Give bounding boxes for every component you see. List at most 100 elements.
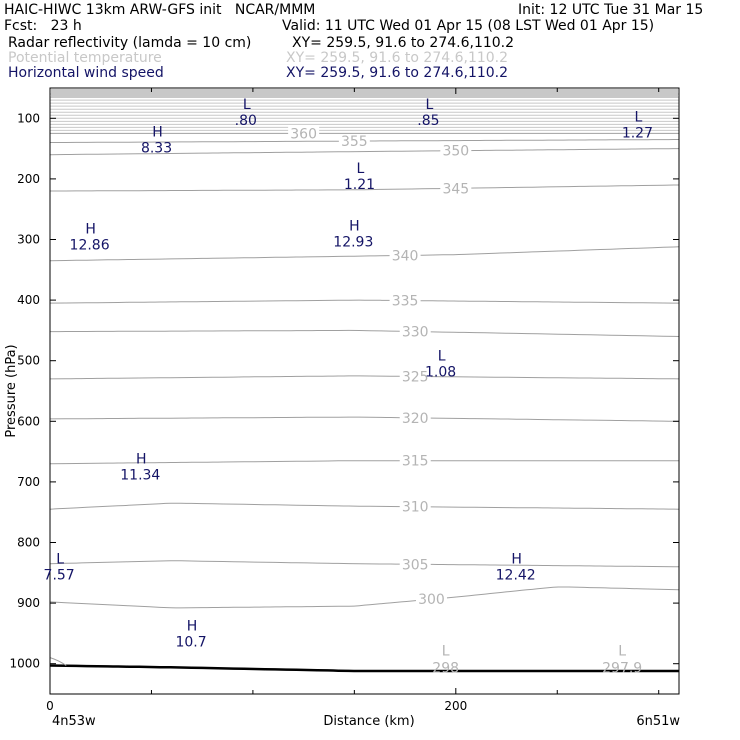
theta-extremum-value: 298 xyxy=(432,661,459,677)
header-fcst: Fcst: 23 h xyxy=(4,18,82,34)
extremum-marker: H xyxy=(152,124,163,140)
field-reflectivity-xy: XY= 259.5, 91.6 to 274.6,110.2 xyxy=(292,35,515,51)
theta-label-mask xyxy=(338,134,370,149)
y-tick-label: 900 xyxy=(17,596,40,610)
theta-contour-line xyxy=(49,246,680,262)
theta-contour-line xyxy=(49,329,680,337)
theta-contour-label: 330 xyxy=(402,325,429,341)
theta-label-mask xyxy=(399,410,431,425)
theta-contour-line xyxy=(49,502,680,510)
start-location-label: 4n53w xyxy=(52,714,96,729)
y-tick-label: 600 xyxy=(17,414,40,428)
field-reflectivity-name: Radar reflectivity (lamda = 10 cm) xyxy=(8,35,252,51)
ground-surface xyxy=(49,657,679,673)
y-tick-label: 800 xyxy=(17,536,40,550)
theta-contour-line xyxy=(49,375,680,380)
y-tick-label: 300 xyxy=(17,233,40,247)
theta-contour-label: 310 xyxy=(402,500,429,516)
field-theta-name: Potential temperature xyxy=(8,50,162,66)
theta-contour-line xyxy=(49,460,679,465)
theta-extremum-marker: L xyxy=(618,644,626,660)
theta-label-mask xyxy=(440,181,472,196)
extremum-value: 10.7 xyxy=(175,634,206,650)
theta-contour-label: 335 xyxy=(392,294,419,310)
plot-frame xyxy=(49,87,680,695)
x-axis: 0 200 xyxy=(46,88,660,713)
header-init: Init: 12 UTC Tue 31 Mar 15 xyxy=(518,2,704,18)
theta-contour-label: 320 xyxy=(402,411,429,427)
theta-contour-line xyxy=(49,416,680,422)
theta-label-mask xyxy=(399,453,431,468)
end-location-label: 6n51w xyxy=(636,714,680,729)
ground-line xyxy=(49,664,679,673)
extremum-value: .85 xyxy=(417,113,439,129)
theta-label-mask xyxy=(399,499,431,514)
extremum-marker: L xyxy=(426,97,434,113)
extremum-value: 12.86 xyxy=(70,237,110,253)
extremum-value: 12.42 xyxy=(496,568,536,584)
y-axis-title: Pressure (hPa) xyxy=(4,344,19,437)
wind-extrema: L.80L.85 L1.27H8.33L1.21H12.86H12.93L1.08… xyxy=(44,97,653,650)
y-tick-label: 100 xyxy=(17,111,40,125)
theta-label-mask xyxy=(288,126,320,141)
y-axis: 100 200 300 400 500 600 700 800 900 1000 xyxy=(9,111,679,671)
extremum-value: 1.27 xyxy=(622,125,653,141)
theta-contour-label: 315 xyxy=(402,454,429,470)
theta-label-mask xyxy=(399,557,431,572)
extremum-marker: L xyxy=(56,552,64,568)
extremum-value: 12.93 xyxy=(333,234,373,250)
upper-theta-lines xyxy=(50,93,679,131)
extremum-marker: L xyxy=(357,161,365,177)
theta-contour-label: 345 xyxy=(442,181,469,197)
header-valid: Valid: 11 UTC Wed 01 Apr 15 (08 LST Wed … xyxy=(282,18,655,34)
theta-contour-line xyxy=(49,586,680,609)
theta-contour-label: 340 xyxy=(392,248,419,264)
theta-contour-label: 355 xyxy=(341,134,368,150)
extremum-marker: H xyxy=(511,552,522,568)
theta-contour-line xyxy=(49,148,679,156)
extremum-value: 7.57 xyxy=(44,568,75,584)
theta-label-mask xyxy=(399,324,431,339)
extremum-marker: H xyxy=(349,218,360,234)
extremum-marker: H xyxy=(85,221,96,237)
extremum-value: 1.21 xyxy=(344,177,375,193)
theta-label-mask xyxy=(389,248,421,263)
surface-contour-stub xyxy=(49,657,67,666)
y-tick-label: 700 xyxy=(17,475,40,489)
theta-extremum-value: 297.9 xyxy=(602,661,642,677)
theta-contour-label: 360 xyxy=(290,126,317,142)
plot-background xyxy=(50,88,679,694)
extremum-marker: H xyxy=(136,452,147,468)
y-tick-label: 200 xyxy=(17,172,40,186)
extremum-marker: L xyxy=(438,349,446,365)
theta-label-mask xyxy=(440,143,472,158)
theta-label-mask xyxy=(399,369,431,384)
x-tick-label: 200 xyxy=(444,699,467,713)
extremum-value: 8.33 xyxy=(141,140,172,156)
extremum-marker: H xyxy=(187,618,198,634)
extremum-marker: L xyxy=(635,109,643,125)
y-tick-label: 400 xyxy=(17,293,40,307)
theta-contour-line xyxy=(50,184,679,192)
theta-contours: 360 355 350 345 340 335 330 325 320 315 310 305 300 xyxy=(49,126,680,609)
x-axis-title: Distance (km) xyxy=(323,714,414,729)
field-wind-name: Horizontal wind speed xyxy=(8,65,164,81)
theta-contour-line xyxy=(49,299,679,304)
extremum-value: .80 xyxy=(235,113,257,129)
theta-contour-label: 325 xyxy=(402,369,429,385)
extremum-value: 1.08 xyxy=(425,365,456,381)
top-shaded-band xyxy=(51,89,678,98)
header-model: HAIC-HIWC 13km ARW-GFS init NCAR/MMM xyxy=(4,2,316,18)
extremum-marker: L xyxy=(243,97,251,113)
theta-label-mask xyxy=(415,592,447,607)
y-tick-label: 1000 xyxy=(9,657,40,671)
theta-contour-label: 300 xyxy=(418,592,445,608)
field-theta-xy: XY= 259.5, 91.6 to 274.6,110.2 xyxy=(286,50,509,66)
theta-extremum-marker: L xyxy=(442,644,450,660)
theta-contour-label: 350 xyxy=(442,144,469,160)
extremum-value: 11.34 xyxy=(120,468,160,484)
theta-contour-line xyxy=(49,560,679,568)
field-wind-xy: XY= 259.5, 91.6 to 274.6,110.2 xyxy=(286,65,509,81)
